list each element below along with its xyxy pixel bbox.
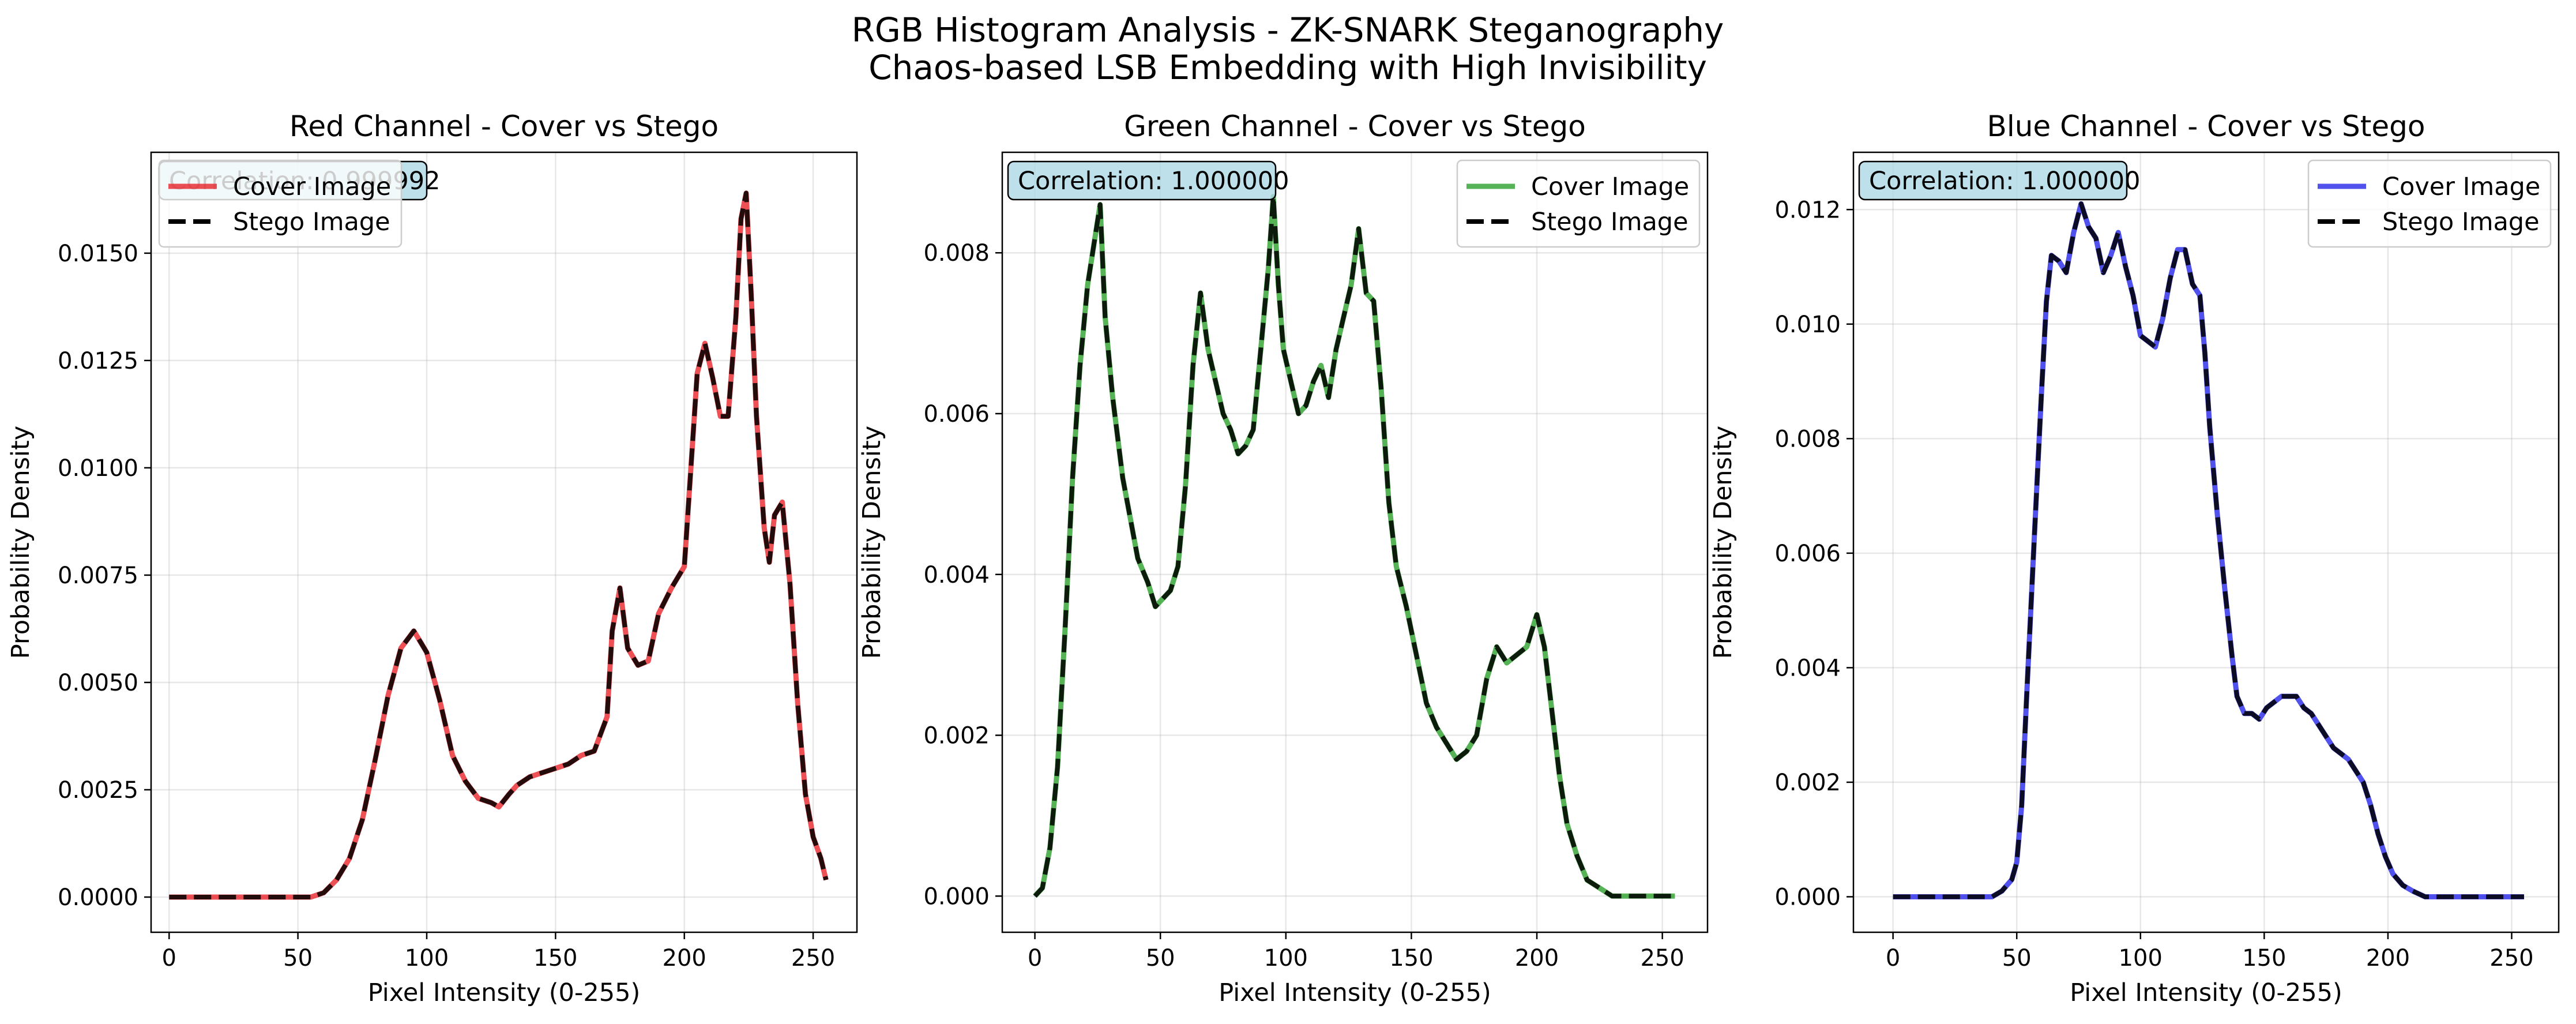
red-y-tick-label: 0.0050 xyxy=(58,670,138,696)
red-legend: Cover Image Stego Image xyxy=(158,159,403,248)
blue-x-tick-label: 150 xyxy=(2242,945,2286,972)
green-stego-image-line xyxy=(1033,194,1675,899)
red-y-tick-label: 0.0025 xyxy=(58,777,138,804)
blue-chart-title: Blue Channel - Cover vs Stego xyxy=(1987,110,2425,143)
red-stego-image-line xyxy=(169,190,829,899)
blue-legend-box xyxy=(2307,159,2552,248)
green-x-tick-label: 50 xyxy=(1146,945,1175,972)
red-x-tick-label: 50 xyxy=(283,945,313,972)
green-x-axis-label: Pixel Intensity (0-255) xyxy=(1219,978,1491,1007)
blue-y-tick-label: 0.012 xyxy=(1774,197,1841,223)
blue-legend: Cover Image Stego Image xyxy=(2307,159,2552,248)
green-axes-frame xyxy=(1001,151,1709,933)
figure-title-line-1: RGB Histogram Analysis - ZK-SNARK Stegan… xyxy=(852,10,1724,50)
red-x-tick-label: 200 xyxy=(663,945,706,972)
blue-legend-stego-label: Stego Image xyxy=(2382,208,2540,237)
green-y-tick-label: 0.002 xyxy=(923,723,990,749)
red-legend-box xyxy=(158,159,403,248)
red-x-axis-label: Pixel Intensity (0-255) xyxy=(368,978,640,1007)
red-y-tick-label: 0.0125 xyxy=(58,348,138,374)
green-chart-title: Green Channel - Cover vs Stego xyxy=(1124,110,1586,143)
figure-title-line-2: Chaos-based LSB Embedding with High Invi… xyxy=(868,48,1707,87)
blue-legend-cover-label: Cover Image xyxy=(2382,172,2540,201)
green-y-tick-label: 0.000 xyxy=(923,883,990,910)
red-y-tick-label: 0.0100 xyxy=(58,455,138,482)
green-y-tick-label: 0.006 xyxy=(923,401,990,427)
blue-y-tick-label: 0.000 xyxy=(1774,884,1841,910)
blue-y-tick-label: 0.008 xyxy=(1774,426,1841,452)
green-legend-box xyxy=(1456,159,1701,248)
red-y-tick-label: 0.0150 xyxy=(58,241,138,267)
blue-x-axis-label: Pixel Intensity (0-255) xyxy=(2070,978,2342,1007)
blue-y-tick-label: 0.006 xyxy=(1774,541,1841,567)
blue-y-tick-label: 0.004 xyxy=(1774,655,1841,681)
green-correlation-box: Correlation: 1.000000 xyxy=(1007,160,1289,201)
blue-x-tick-label: 50 xyxy=(2002,945,2032,972)
blue-x-tick-label: 250 xyxy=(2489,945,2533,972)
red-legend-stego-label: Stego Image xyxy=(233,208,390,237)
green-x-tick-label: 200 xyxy=(1515,945,1559,972)
blue-channel-panel: 0 50 100 150 200 250 0.000 0.002 0.004 0.006 0.008… xyxy=(1709,110,2560,1007)
blue-y-tick-label: 0.010 xyxy=(1774,312,1841,338)
green-y-tick-label: 0.008 xyxy=(923,240,990,267)
blue-correlation-box-bg xyxy=(1858,160,2128,201)
red-y-tick-label: 0.0075 xyxy=(58,562,138,589)
red-x-tick-label: 250 xyxy=(791,945,835,972)
red-x-tick-label: 0 xyxy=(162,945,176,972)
red-x-tick-label: 100 xyxy=(405,945,449,972)
green-x-tick-label: 100 xyxy=(1264,945,1308,972)
blue-correlation-text: Correlation: 1.000000 xyxy=(1869,167,2140,196)
red-axes-frame xyxy=(150,151,858,933)
red-channel-panel: 0 50 100 150 200 250 0.0000 0.0025 0.0050 0.0075 0… xyxy=(6,110,858,1007)
red-chart-title: Red Channel - Cover vs Stego xyxy=(289,110,719,143)
blue-stego-image-line xyxy=(1893,201,2524,899)
red-y-axis-label: Probability Density xyxy=(6,426,35,659)
red-legend-cover-label: Cover Image xyxy=(233,172,391,201)
green-legend-stego-label: Stego Image xyxy=(1531,208,1688,237)
green-correlation-text: Correlation: 1.000000 xyxy=(1018,167,1289,196)
green-channel-panel: 0 50 100 150 200 250 0.000 0.002 0.004 0.006 0.008… xyxy=(858,110,1709,1007)
blue-y-axis-label: Probability Density xyxy=(1709,426,1738,659)
blue-axes-frame xyxy=(1852,151,2560,933)
blue-x-tick-label: 200 xyxy=(2366,945,2410,972)
green-y-tick-label: 0.004 xyxy=(923,562,990,588)
green-x-tick-label: 250 xyxy=(1640,945,1684,972)
blue-y-tick-label: 0.002 xyxy=(1774,770,1841,796)
red-x-tick-label: 150 xyxy=(533,945,577,972)
blue-correlation-box: Correlation: 1.000000 xyxy=(1858,160,2140,201)
green-legend: Cover Image Stego Image xyxy=(1456,159,1701,248)
blue-x-tick-label: 100 xyxy=(2119,945,2163,972)
green-x-tick-label: 0 xyxy=(1028,945,1042,972)
green-y-axis-label: Probability Density xyxy=(858,426,886,659)
blue-x-tick-label: 0 xyxy=(1886,945,1900,972)
green-x-tick-label: 150 xyxy=(1389,945,1433,972)
green-legend-cover-label: Cover Image xyxy=(1531,172,1689,201)
red-y-tick-label: 0.0000 xyxy=(58,884,138,911)
green-correlation-box-bg xyxy=(1007,160,1277,201)
